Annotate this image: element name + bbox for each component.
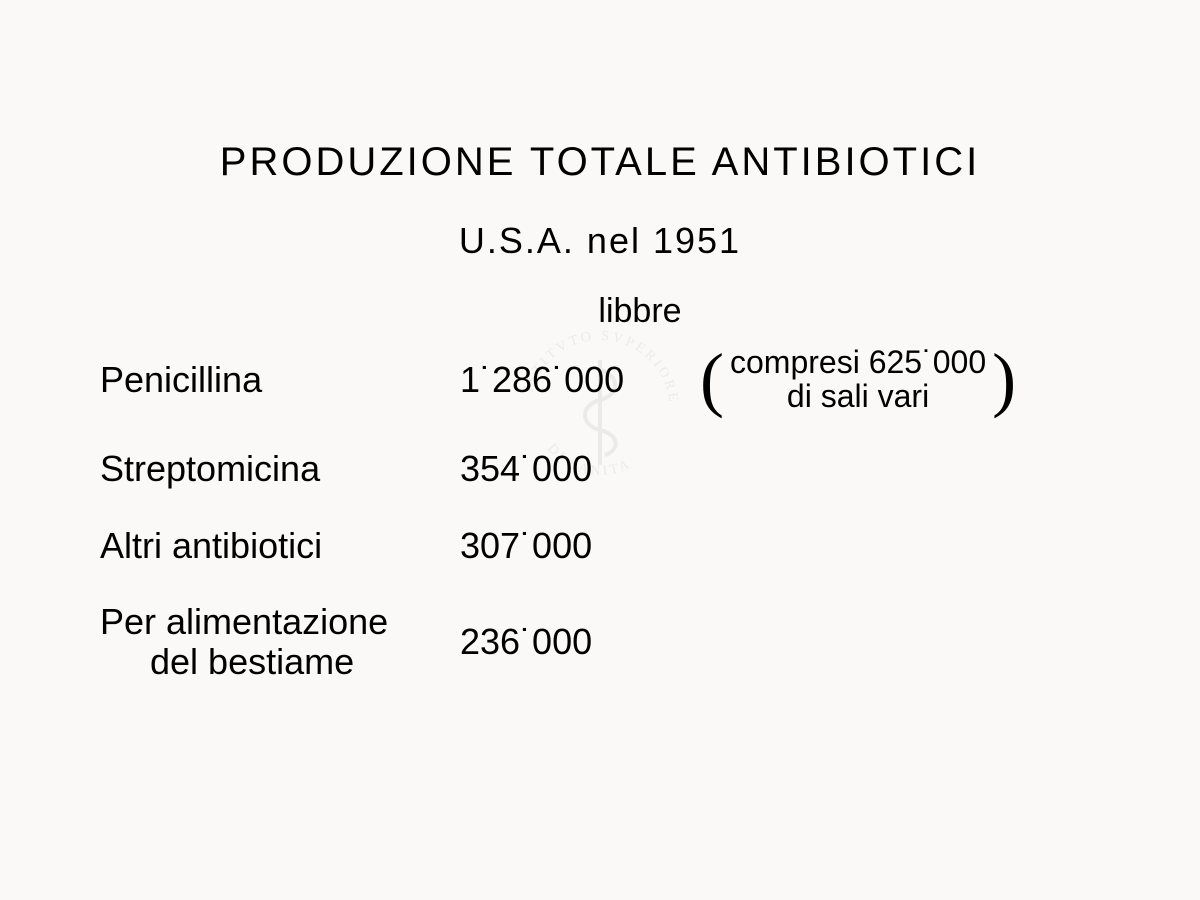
row-label: Streptomicina: [100, 449, 460, 489]
table-row: Streptomicina 354˙000: [100, 448, 1100, 490]
row-value: 1˙286˙000: [460, 359, 680, 401]
note-text: compresi 625˙000 di sali vari: [724, 346, 992, 413]
row-label: Per alimentazione del bestiame: [100, 602, 460, 681]
table-row: Altri antibiotici 307˙000: [100, 525, 1100, 567]
row-value: 307˙000: [460, 525, 680, 567]
document-content: PRODUZIONE TOTALE ANTIBIOTICI U.S.A. nel…: [0, 140, 1200, 716]
document-title: PRODUZIONE TOTALE ANTIBIOTICI: [100, 140, 1100, 185]
unit-header: libbre: [100, 292, 1100, 331]
document-subtitle: U.S.A. nel 1951: [100, 220, 1100, 262]
row-label: Penicillina: [100, 360, 460, 400]
table-row: Penicillina 1˙286˙000 ( compresi 625˙000…: [100, 346, 1100, 413]
row-value: 236˙000: [460, 621, 680, 663]
row-note: ( compresi 625˙000 di sali vari ): [700, 346, 1016, 413]
paren-open-icon: (: [700, 351, 724, 409]
table-row: Per alimentazione del bestiame 236˙000: [100, 602, 1100, 681]
row-value: 354˙000: [460, 448, 680, 490]
paren-close-icon: ): [992, 351, 1016, 409]
row-label: Altri antibiotici: [100, 526, 460, 566]
